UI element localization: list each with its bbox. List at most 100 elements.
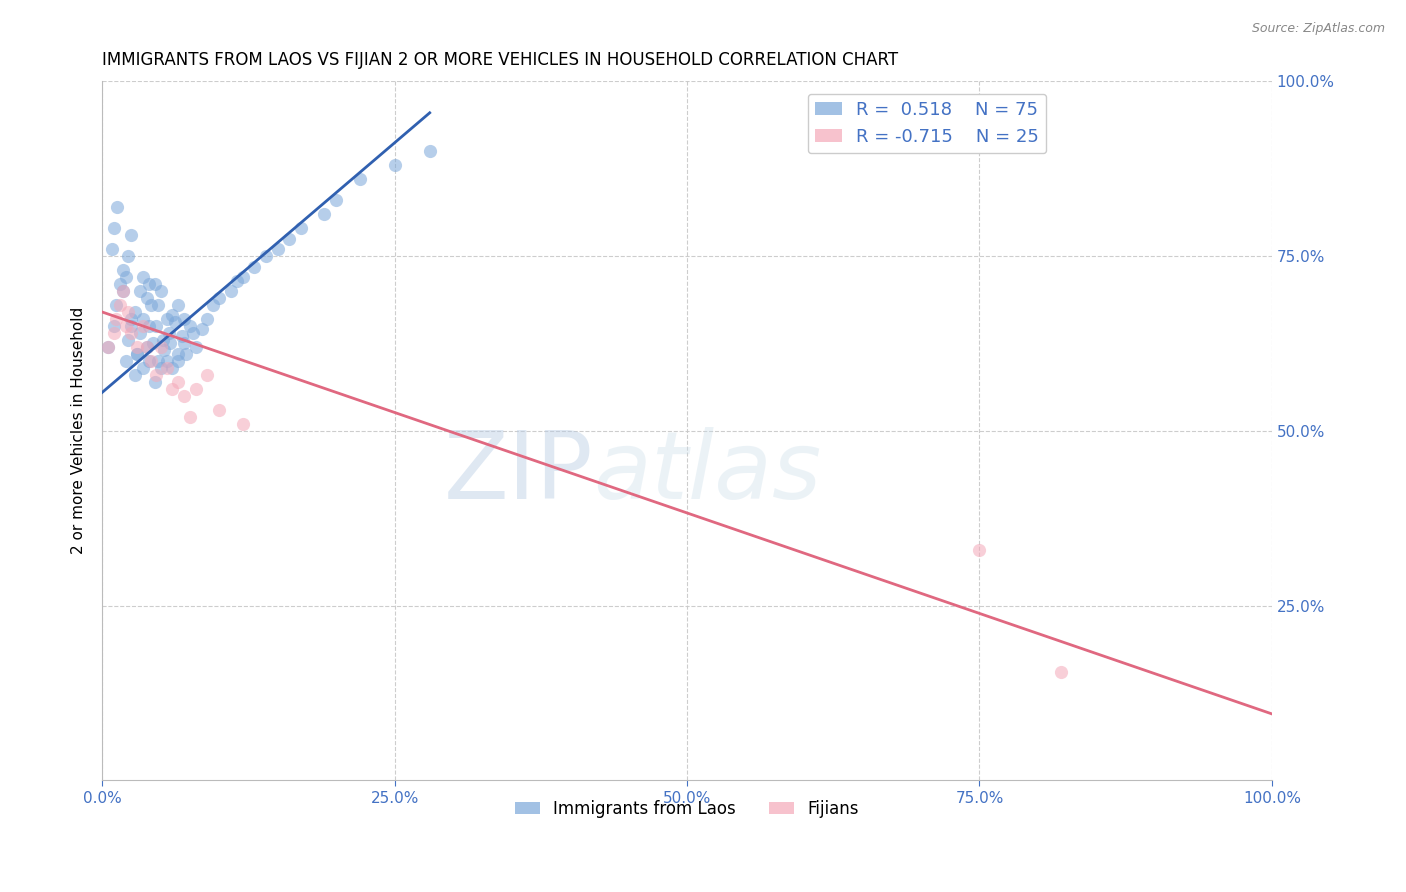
- Point: [179, 409, 201, 424]
- Point: [149, 360, 172, 375]
- Point: [155, 360, 177, 375]
- Point: [97, 340, 120, 354]
- Point: [132, 318, 155, 333]
- Point: [128, 284, 150, 298]
- Point: [1050, 665, 1073, 679]
- Point: [128, 326, 150, 340]
- Point: [170, 329, 193, 343]
- Point: [112, 263, 135, 277]
- Point: [117, 305, 139, 319]
- Point: [138, 277, 160, 291]
- Point: [179, 318, 201, 333]
- Point: [124, 368, 146, 382]
- Point: [135, 340, 157, 354]
- Point: [145, 318, 167, 333]
- Point: [114, 270, 136, 285]
- Point: [202, 298, 225, 312]
- Point: [117, 333, 139, 347]
- Point: [197, 368, 219, 382]
- Point: [103, 221, 125, 235]
- Point: [197, 312, 219, 326]
- Point: [173, 336, 195, 351]
- Point: [143, 277, 166, 291]
- Text: ZIP: ZIP: [444, 426, 593, 519]
- Point: [120, 228, 142, 243]
- Point: [266, 242, 288, 256]
- Text: atlas: atlas: [593, 427, 821, 518]
- Point: [105, 298, 128, 312]
- Point: [208, 402, 231, 417]
- Point: [108, 277, 131, 291]
- Point: [290, 221, 312, 235]
- Point: [127, 347, 149, 361]
- Point: [419, 145, 441, 159]
- Point: [120, 312, 142, 326]
- Point: [153, 343, 176, 358]
- Point: [184, 340, 207, 354]
- Point: [190, 322, 212, 336]
- Point: [969, 542, 991, 557]
- Point: [232, 270, 254, 285]
- Point: [141, 298, 163, 312]
- Point: [278, 232, 301, 246]
- Point: [112, 284, 135, 298]
- Point: [148, 354, 170, 368]
- Point: [173, 312, 195, 326]
- Point: [314, 207, 336, 221]
- Point: [384, 158, 406, 172]
- Y-axis label: 2 or more Vehicles in Household: 2 or more Vehicles in Household: [72, 307, 86, 555]
- Point: [105, 312, 128, 326]
- Point: [114, 318, 136, 333]
- Point: [254, 249, 277, 263]
- Point: [97, 340, 120, 354]
- Point: [157, 326, 180, 340]
- Point: [349, 172, 371, 186]
- Point: [176, 347, 198, 361]
- Point: [159, 336, 181, 351]
- Point: [108, 298, 131, 312]
- Point: [152, 333, 174, 347]
- Point: [173, 389, 195, 403]
- Point: [138, 318, 160, 333]
- Point: [103, 318, 125, 333]
- Point: [232, 417, 254, 431]
- Point: [155, 312, 177, 326]
- Point: [155, 354, 177, 368]
- Point: [132, 312, 155, 326]
- Point: [145, 368, 167, 382]
- Point: [138, 354, 160, 368]
- Point: [112, 284, 135, 298]
- Point: [132, 360, 155, 375]
- Point: [219, 284, 242, 298]
- Point: [117, 249, 139, 263]
- Point: [162, 360, 184, 375]
- Point: [135, 340, 157, 354]
- Point: [325, 193, 347, 207]
- Point: [149, 340, 172, 354]
- Point: [132, 270, 155, 285]
- Point: [225, 274, 247, 288]
- Text: IMMIGRANTS FROM LAOS VS FIJIAN 2 OR MORE VEHICLES IN HOUSEHOLD CORRELATION CHART: IMMIGRANTS FROM LAOS VS FIJIAN 2 OR MORE…: [103, 51, 898, 69]
- Point: [100, 242, 122, 256]
- Point: [183, 326, 205, 340]
- Legend: Immigrants from Laos, Fijians: Immigrants from Laos, Fijians: [508, 793, 866, 824]
- Point: [163, 316, 186, 330]
- Point: [127, 340, 149, 354]
- Point: [167, 347, 190, 361]
- Point: [167, 375, 190, 389]
- Point: [120, 326, 142, 340]
- Point: [167, 298, 190, 312]
- Point: [162, 309, 184, 323]
- Point: [120, 318, 142, 333]
- Point: [124, 305, 146, 319]
- Point: [114, 354, 136, 368]
- Point: [127, 347, 149, 361]
- Point: [143, 375, 166, 389]
- Point: [107, 200, 129, 214]
- Point: [149, 284, 172, 298]
- Point: [167, 354, 190, 368]
- Point: [162, 382, 184, 396]
- Point: [135, 291, 157, 305]
- Point: [208, 291, 231, 305]
- Point: [184, 382, 207, 396]
